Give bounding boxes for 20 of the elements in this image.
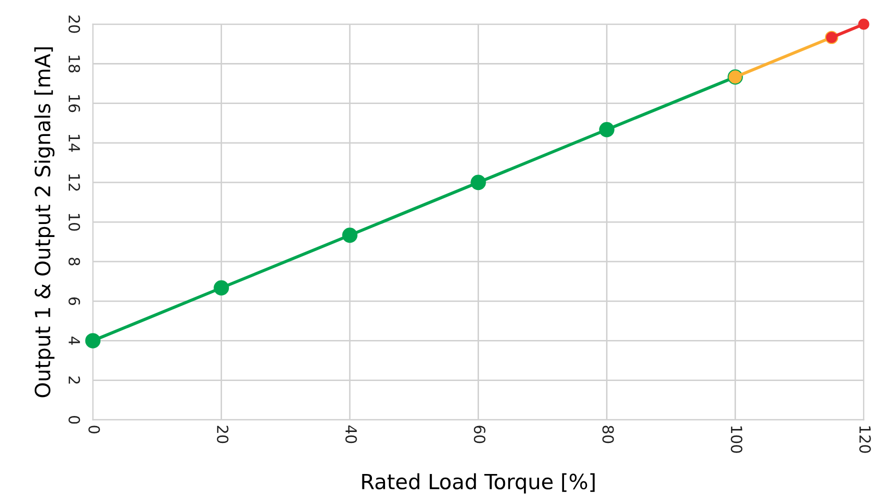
y-tick-label: 4 xyxy=(68,336,80,345)
y-tick-label: 6 xyxy=(68,297,80,306)
x-tick-label: 40 xyxy=(345,425,357,444)
y-tick-label: 20 xyxy=(68,16,80,33)
x-tick-label: 80 xyxy=(602,426,614,444)
y-tick-label: 14 xyxy=(68,134,80,152)
x-axis-title: Rated Load Torque [%] xyxy=(362,473,595,494)
x-tick-label: 0 xyxy=(88,426,100,434)
y-axis-title: Output 1 & Output 2 Signals [mA] xyxy=(34,47,54,398)
x-tick-label: 120 xyxy=(859,426,871,453)
y-tick-label: 16 xyxy=(68,95,80,112)
y-tick-label: 2 xyxy=(68,376,80,384)
y-tick-label: 10 xyxy=(68,214,80,231)
y-tick-label: 18 xyxy=(68,56,80,72)
x-tick-label: 100 xyxy=(730,426,742,453)
y-tick-label: 0 xyxy=(68,416,80,424)
x-tick-label: 20 xyxy=(216,426,228,444)
y-tick-label: 8 xyxy=(68,258,80,266)
y-tick-label: 12 xyxy=(68,174,80,191)
x-tick-label: 60 xyxy=(474,426,486,444)
